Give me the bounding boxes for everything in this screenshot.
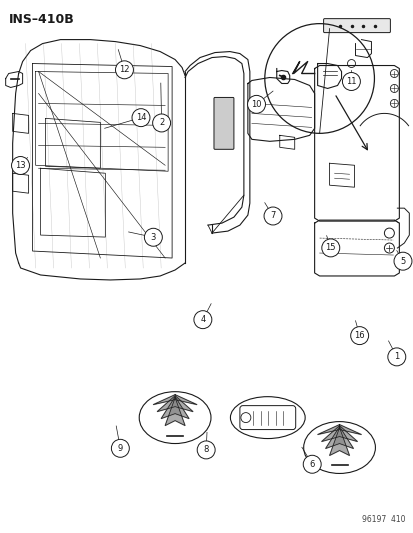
Text: 9: 9 (117, 444, 123, 453)
Polygon shape (157, 395, 192, 411)
FancyBboxPatch shape (323, 19, 389, 33)
Polygon shape (165, 398, 185, 425)
Circle shape (302, 455, 320, 473)
Text: 2: 2 (159, 118, 164, 127)
Polygon shape (161, 397, 189, 418)
FancyBboxPatch shape (214, 98, 233, 149)
Text: 5: 5 (399, 257, 405, 265)
Circle shape (111, 439, 129, 457)
Text: 14: 14 (135, 113, 146, 122)
Circle shape (393, 252, 411, 270)
Text: 12: 12 (119, 66, 129, 74)
Circle shape (350, 327, 368, 345)
Circle shape (152, 114, 170, 132)
Circle shape (387, 348, 405, 366)
Circle shape (342, 72, 359, 91)
Text: 1: 1 (393, 352, 399, 361)
Text: 3: 3 (150, 233, 156, 242)
Circle shape (132, 109, 150, 127)
Polygon shape (325, 426, 353, 449)
Text: 13: 13 (15, 161, 26, 170)
Polygon shape (317, 425, 361, 434)
Circle shape (193, 311, 211, 329)
Text: 16: 16 (354, 331, 364, 340)
Text: 96197  410: 96197 410 (361, 515, 404, 524)
Circle shape (263, 207, 281, 225)
Circle shape (321, 239, 339, 257)
Text: 15: 15 (325, 244, 335, 253)
Polygon shape (329, 427, 349, 456)
Text: 4: 4 (200, 315, 205, 324)
Text: INS–410B: INS–410B (9, 13, 74, 26)
Text: 11: 11 (345, 77, 356, 86)
Polygon shape (153, 394, 197, 405)
Circle shape (247, 95, 265, 114)
Circle shape (12, 157, 29, 174)
Text: 7: 7 (270, 212, 275, 221)
Text: 10: 10 (251, 100, 261, 109)
Circle shape (197, 441, 215, 459)
Text: 8: 8 (203, 446, 208, 455)
Circle shape (144, 228, 162, 246)
Text: 6: 6 (309, 460, 314, 469)
Circle shape (115, 61, 133, 79)
Polygon shape (321, 425, 357, 441)
